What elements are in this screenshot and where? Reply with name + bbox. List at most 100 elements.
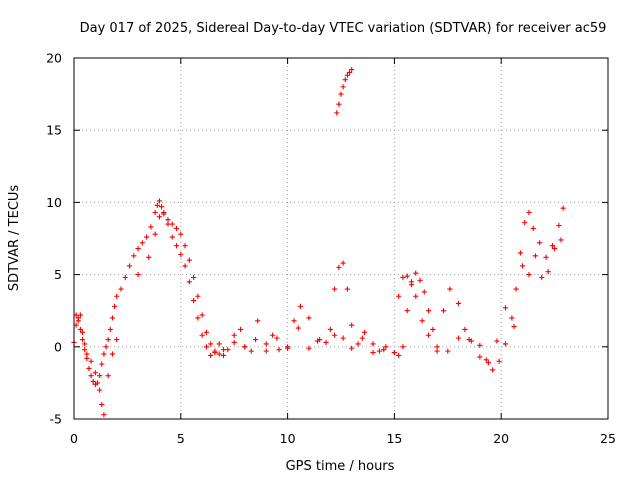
y-tick-label: 10 [46,195,62,210]
data-point [101,351,107,357]
data-point [114,293,120,299]
y-axis-ticks: -5 0 5 10 15 20 [46,51,608,427]
data-point [173,225,180,231]
data-point [139,240,145,246]
x-axis-label: GPS time / hours [286,459,395,474]
data-point [199,312,205,318]
data-point [146,254,152,260]
data-point [408,282,415,288]
data-point [477,354,483,360]
data-point [107,326,113,333]
x-tick-label: 20 [493,431,509,446]
data-point [361,329,368,335]
data-point [118,286,124,292]
data-point [84,351,90,357]
data-point [186,257,192,263]
data-point [421,289,427,295]
data-points [71,66,566,418]
data-point [248,348,254,354]
data-point [334,110,340,116]
data-point [519,263,526,269]
data-point [558,237,564,243]
data-point [94,380,101,386]
data-point [349,66,355,73]
data-point [114,336,120,343]
data-point [445,348,451,354]
data-point [323,339,329,346]
data-point [252,336,259,343]
data-point [135,272,141,278]
data-point [77,312,84,318]
data-point [331,332,338,338]
data-point [462,326,468,333]
data-point [156,214,163,220]
data-point [400,344,406,350]
plot-frame [73,57,609,420]
data-point [306,315,312,321]
data-point [490,367,496,373]
data-point [263,341,269,347]
data-point [502,305,509,311]
x-tick-label: 25 [600,431,616,446]
data-point [152,209,158,216]
data-point [396,293,402,299]
data-point [191,274,197,281]
data-point [86,365,92,372]
data-point [208,341,214,347]
data-point [99,401,105,408]
data-point [148,224,154,230]
data-point [396,352,402,359]
data-point [349,322,355,328]
data-point [182,263,188,269]
data-point [216,351,222,357]
data-point [122,274,128,281]
data-point [90,378,96,385]
data-point [216,341,222,347]
data-point [383,344,389,350]
data-point [517,250,524,256]
y-axis-label: SDTVAR / TECUs [7,185,22,292]
data-point [314,338,321,344]
data-point [212,349,218,356]
data-point [440,308,447,314]
data-point [413,293,419,299]
data-point [101,412,107,418]
data-point [404,273,410,279]
data-point [75,318,81,324]
data-point [92,370,98,376]
data-point [509,315,515,321]
data-point [97,387,103,393]
data-point [496,358,502,364]
data-point [336,264,342,270]
data-point [135,246,141,252]
data-point [370,349,376,356]
data-point [82,341,88,347]
data-point [103,344,109,350]
data-point [425,308,432,314]
data-point [502,341,509,347]
data-point [447,286,453,292]
y-tick-label: 0 [54,339,62,354]
data-point [203,344,210,350]
data-point [99,361,105,367]
data-point [79,336,86,343]
data-point [178,251,184,257]
data-point [370,341,376,347]
data-point [306,345,312,351]
data-point [97,373,103,379]
chart-title: Day 017 of 2025, Sidereal Day-to-day VTE… [80,21,607,36]
data-point [186,279,192,285]
data-point [340,335,346,341]
data-point [359,335,365,341]
x-tick-label: 15 [386,431,402,446]
data-point [297,303,304,309]
data-point [195,293,201,299]
data-point [468,338,474,344]
data-point [109,315,116,321]
data-point [242,344,248,350]
data-point [88,373,94,379]
data-point [455,300,462,307]
data-point [191,297,197,304]
data-point [203,329,210,335]
data-point [430,326,436,333]
